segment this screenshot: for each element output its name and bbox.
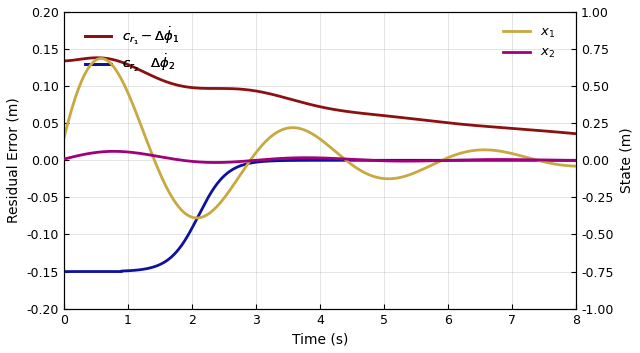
$x_1$ [193, 216, 201, 220]
$x_2$ [508, 157, 515, 162]
Line: $c_{r_1} - \Delta\dot{\phi}_1$: $c_{r_1} - \Delta\dot{\phi}_1$ [64, 58, 576, 134]
Y-axis label: State (m): State (m) [619, 127, 633, 193]
$c_{r_1} - \Delta\dot{\phi}_1$ [508, 126, 515, 130]
$x_2$ [279, 156, 287, 160]
$c_{r_1} - \Delta\dot{\phi}_1$ [60, 59, 68, 63]
$c_{r_2} \quad \Delta\dot{\phi}_2$ [60, 269, 68, 274]
$c_{r_1} - \Delta\dot{\phi}_1$ [279, 95, 287, 99]
$x_2$ [212, 160, 220, 164]
$c_{r_2} \quad \Delta\dot{\phi}_2$ [507, 158, 515, 162]
Legend: $c_{r_1} - \Delta\dot{\phi}_1$, $c_{r_2} \quad \Delta\dot{\phi}_2$: $c_{r_1} - \Delta\dot{\phi}_1$, $c_{r_2}… [81, 22, 182, 78]
$c_{r_2} \quad \Delta\dot{\phi}_2$ [149, 265, 157, 269]
$x_1$ [97, 56, 105, 61]
$c_{r_2} \quad \Delta\dot{\phi}_2$ [562, 158, 570, 162]
$x_2$ [60, 157, 68, 161]
$x_2$ [572, 158, 580, 163]
$x_1$ [279, 127, 287, 132]
$c_{r_1} - \Delta\dot{\phi}_1$ [563, 131, 570, 135]
$x_1$ [60, 136, 68, 140]
Line: $c_{r_2} \quad \Delta\dot{\phi}_2$: $c_{r_2} \quad \Delta\dot{\phi}_2$ [64, 160, 576, 271]
$x_2$ [257, 158, 264, 162]
$c_{r_2} \quad \Delta\dot{\phi}_2$ [257, 160, 264, 164]
$x_2$ [149, 153, 157, 157]
Line: $x_2$: $x_2$ [64, 151, 576, 162]
$c_{r_1} - \Delta\dot{\phi}_1$ [572, 132, 580, 136]
$x_2$ [118, 149, 126, 154]
X-axis label: Time (s): Time (s) [292, 332, 348, 346]
$x_1$ [563, 163, 570, 168]
$c_{r_1} - \Delta\dot{\phi}_1$ [118, 60, 126, 65]
$c_{r_1} - \Delta\dot{\phi}_1$ [257, 90, 264, 94]
$c_{r_2} \quad \Delta\dot{\phi}_2$ [118, 269, 126, 273]
$x_1$ [257, 145, 264, 149]
$x_2$ [110, 149, 118, 154]
Y-axis label: Residual Error (m): Residual Error (m) [7, 97, 21, 223]
$x_1$ [149, 154, 157, 158]
$x_2$ [563, 158, 570, 162]
$c_{r_1} - \Delta\dot{\phi}_1$ [149, 74, 157, 78]
$c_{r_1} - \Delta\dot{\phi}_1$ [93, 56, 101, 60]
$x_1$ [508, 151, 515, 155]
$c_{r_2} \quad \Delta\dot{\phi}_2$ [572, 158, 580, 162]
Line: $x_1$: $x_1$ [64, 59, 576, 218]
$c_{r_2} \quad \Delta\dot{\phi}_2$ [278, 158, 286, 163]
Legend: $x_1$, $x_2$: $x_1$, $x_2$ [499, 22, 559, 64]
$x_1$ [118, 79, 126, 83]
$x_1$ [572, 164, 580, 168]
